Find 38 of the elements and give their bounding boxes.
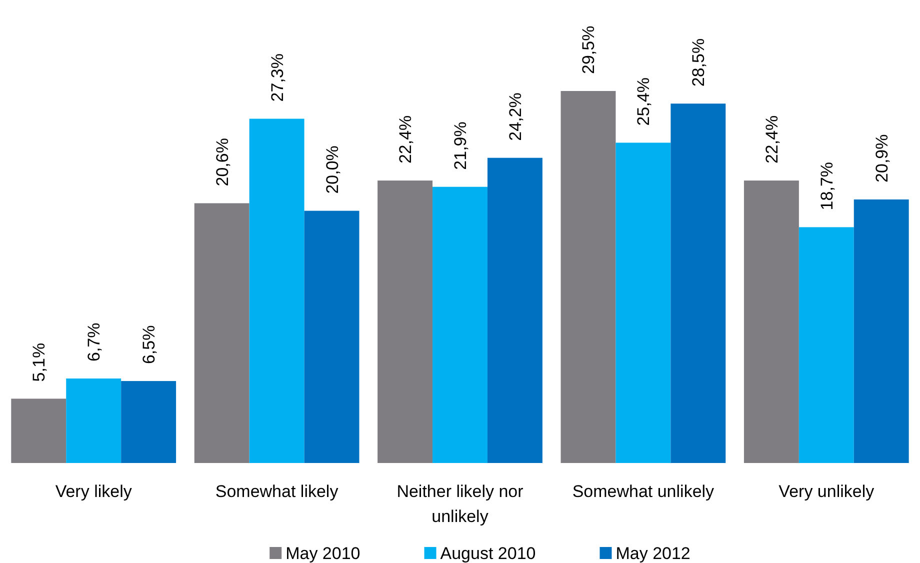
data-label: 25,4% [634,78,654,126]
bar [670,104,726,463]
data-label: 18,7% [817,162,836,210]
data-label: 20,0% [322,146,342,194]
data-label: 6,7% [84,322,104,362]
bar [249,118,304,463]
data-label: 24,2% [506,92,525,141]
bar [487,158,542,463]
data-label: 22,4% [762,115,782,164]
bar [66,378,122,463]
bar [560,91,616,463]
data-label: 20,9% [872,134,892,182]
x-tick-label: Somewhat likely [215,482,339,501]
data-label: 29,5% [579,26,598,74]
bar [744,180,799,463]
data-label: 21,9% [451,122,470,170]
bar [194,203,250,463]
legend-label: May 2010 [286,544,360,563]
x-tick-label: Neither likely nor unlikely [396,482,524,526]
legend-label: May 2012 [616,544,690,563]
bar [304,210,360,463]
bar [616,142,671,463]
bar [798,227,854,463]
bar [432,186,488,463]
data-label: 6,5% [140,325,159,364]
bar [121,381,176,463]
data-label: 5,1% [30,342,49,382]
bar [854,199,909,463]
x-tick-label: Somewhat unlikely [572,482,715,501]
bar [11,398,66,463]
legend-label: August 2010 [440,544,536,563]
bar [378,180,433,463]
data-label: 22,4% [396,115,416,164]
x-tick-label: Very likely [55,482,132,501]
data-label: 28,5% [689,38,708,87]
x-tick-label: Very unlikely [778,482,875,501]
data-label: 20,6% [212,138,232,186]
data-label: 27,3% [268,54,287,102]
